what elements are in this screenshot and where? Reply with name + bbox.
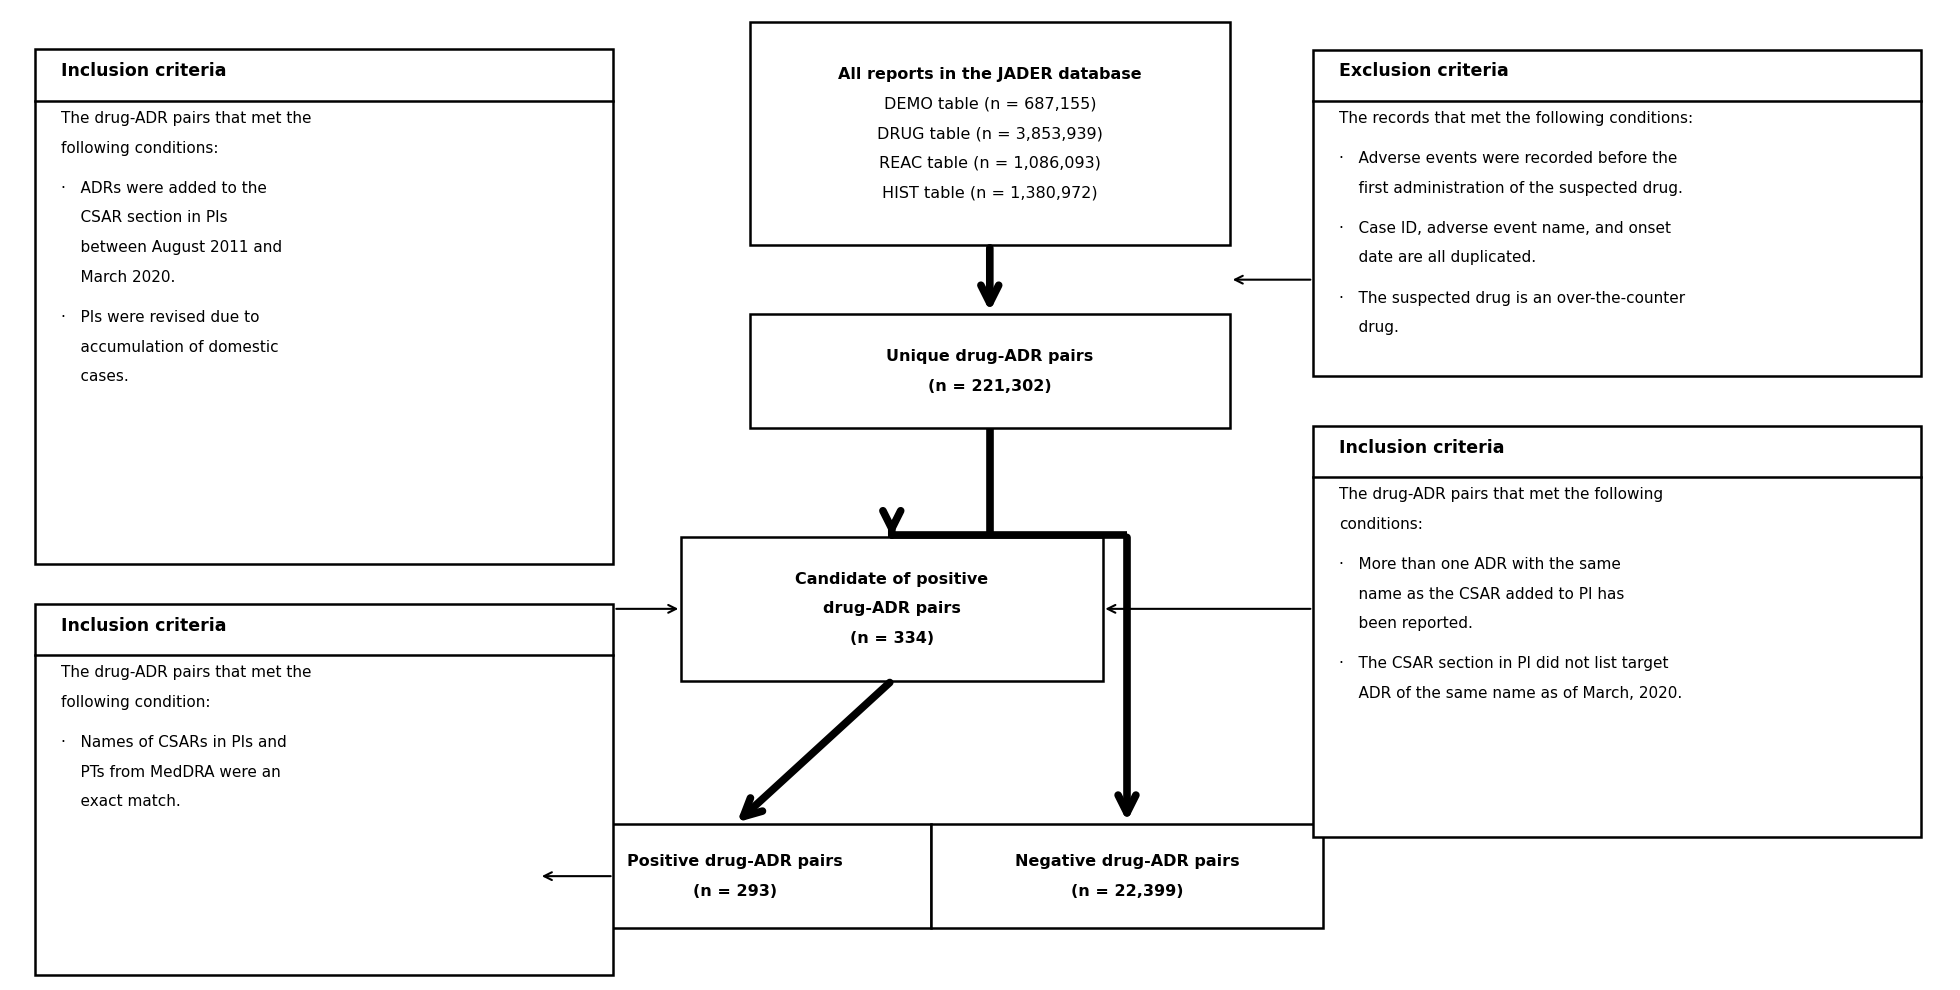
Bar: [1313, 426, 1921, 837]
Text: date are all duplicated.: date are all duplicated.: [1339, 250, 1537, 265]
Text: following conditions:: following conditions:: [61, 141, 218, 155]
Text: ·   Names of CSARs in PIs and: · Names of CSARs in PIs and: [61, 735, 286, 750]
Text: (n = 293): (n = 293): [694, 883, 776, 899]
Text: Candidate of positive: Candidate of positive: [796, 571, 988, 587]
Text: The drug-ADR pairs that met the: The drug-ADR pairs that met the: [61, 111, 312, 126]
Text: CSAR section in PIs: CSAR section in PIs: [61, 211, 227, 226]
Bar: [749, 23, 1231, 246]
Text: (n = 334): (n = 334): [851, 631, 933, 646]
Bar: [35, 604, 613, 975]
Text: The drug-ADR pairs that met the following: The drug-ADR pairs that met the followin…: [1339, 487, 1662, 502]
Bar: [682, 537, 1102, 681]
Text: ·   More than one ADR with the same: · More than one ADR with the same: [1339, 557, 1621, 572]
Text: drug-ADR pairs: drug-ADR pairs: [823, 601, 960, 617]
Text: Unique drug-ADR pairs: Unique drug-ADR pairs: [886, 348, 1094, 364]
Bar: [539, 824, 931, 929]
Text: Inclusion criteria: Inclusion criteria: [61, 617, 225, 635]
Text: Inclusion criteria: Inclusion criteria: [61, 62, 225, 80]
Text: PTs from MedDRA were an: PTs from MedDRA were an: [61, 764, 280, 780]
Bar: [35, 50, 613, 564]
Text: (n = 22,399): (n = 22,399): [1070, 883, 1184, 899]
Bar: [749, 314, 1231, 428]
Text: ·   Adverse events were recorded before the: · Adverse events were recorded before th…: [1339, 150, 1678, 166]
Text: ·   PIs were revised due to: · PIs were revised due to: [61, 310, 259, 325]
Text: Positive drug-ADR pairs: Positive drug-ADR pairs: [627, 853, 843, 869]
Bar: [1313, 50, 1921, 376]
Text: first administration of the suspected drug.: first administration of the suspected dr…: [1339, 181, 1682, 196]
Text: name as the CSAR added to PI has: name as the CSAR added to PI has: [1339, 587, 1625, 602]
Text: ·   The CSAR section in PI did not list target: · The CSAR section in PI did not list ta…: [1339, 656, 1668, 671]
Text: ·   Case ID, adverse event name, and onset: · Case ID, adverse event name, and onset: [1339, 221, 1670, 236]
Text: exact match.: exact match.: [61, 794, 180, 810]
Text: March 2020.: March 2020.: [61, 270, 174, 285]
Text: drug.: drug.: [1339, 321, 1399, 336]
Text: Exclusion criteria: Exclusion criteria: [1339, 62, 1509, 80]
Text: DRUG table (n = 3,853,939): DRUG table (n = 3,853,939): [876, 126, 1103, 142]
Text: All reports in the JADER database: All reports in the JADER database: [839, 66, 1141, 82]
Text: conditions:: conditions:: [1339, 517, 1423, 532]
Text: following condition:: following condition:: [61, 695, 210, 710]
Text: ·   The suspected drug is an over-the-counter: · The suspected drug is an over-the-coun…: [1339, 291, 1686, 306]
Text: ADR of the same name as of March, 2020.: ADR of the same name as of March, 2020.: [1339, 686, 1682, 701]
Text: Inclusion criteria: Inclusion criteria: [1339, 439, 1503, 456]
Text: been reported.: been reported.: [1339, 617, 1472, 632]
Text: ·   ADRs were added to the: · ADRs were added to the: [61, 181, 267, 196]
Text: The drug-ADR pairs that met the: The drug-ADR pairs that met the: [61, 665, 312, 680]
Text: Negative drug-ADR pairs: Negative drug-ADR pairs: [1015, 853, 1239, 869]
Text: accumulation of domestic: accumulation of domestic: [61, 340, 278, 354]
Text: REAC table (n = 1,086,093): REAC table (n = 1,086,093): [878, 155, 1102, 171]
Bar: [931, 824, 1323, 929]
Text: DEMO table (n = 687,155): DEMO table (n = 687,155): [884, 96, 1096, 112]
Text: HIST table (n = 1,380,972): HIST table (n = 1,380,972): [882, 185, 1098, 201]
Text: cases.: cases.: [61, 369, 129, 384]
Text: (n = 221,302): (n = 221,302): [927, 378, 1053, 394]
Text: The records that met the following conditions:: The records that met the following condi…: [1339, 111, 1693, 126]
Text: between August 2011 and: between August 2011 and: [61, 241, 282, 255]
